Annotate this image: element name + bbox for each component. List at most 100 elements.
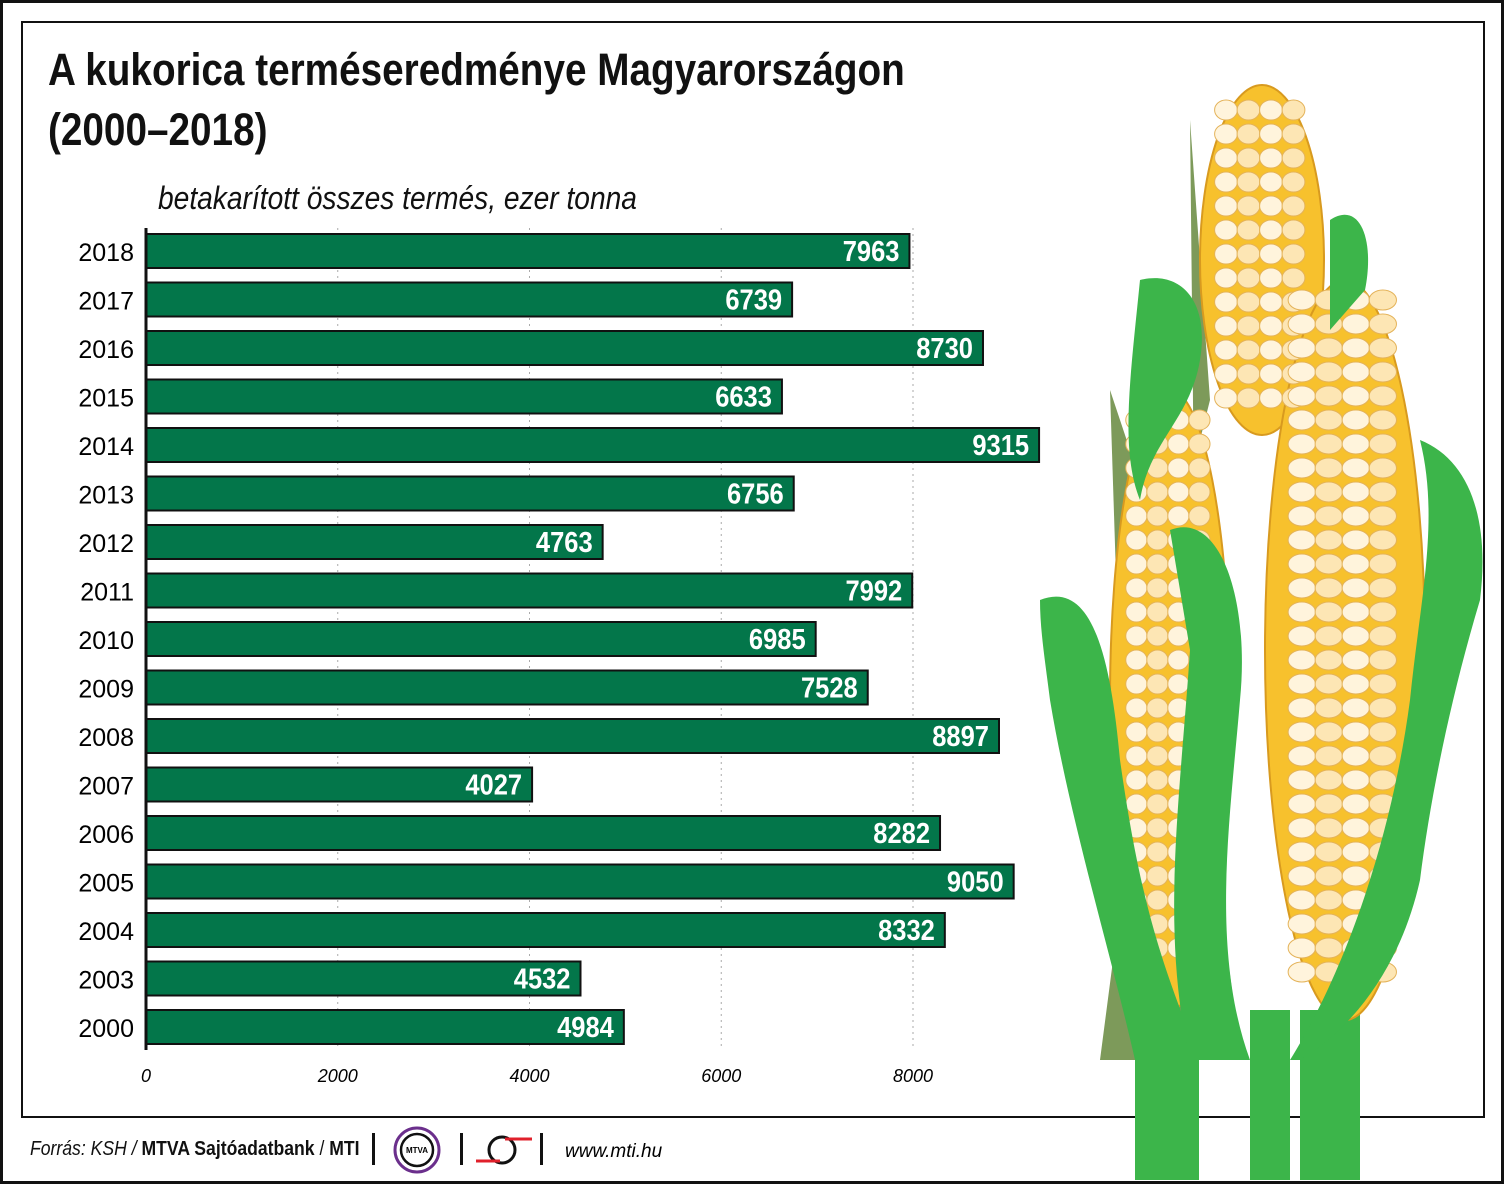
corn-kernel	[1146, 721, 1169, 743]
corn-kernel	[1287, 913, 1316, 935]
corn-kernel	[1287, 313, 1316, 335]
bar-2013	[145, 475, 795, 512]
corn-kernel	[1368, 697, 1397, 719]
bar-value-label: 8282	[873, 816, 930, 849]
corn-kernel	[1259, 243, 1283, 265]
corn-kernel	[1287, 697, 1316, 719]
y-tick-label: 2000	[78, 1015, 134, 1043]
corn-kernel	[1314, 841, 1343, 863]
corn-kernel	[1214, 363, 1238, 385]
bar-value-label: 6985	[749, 622, 806, 655]
corn-kernel	[1287, 505, 1316, 527]
corn-kernel	[1146, 553, 1169, 575]
corn-kernel	[1341, 745, 1370, 767]
corn-kernel	[1341, 865, 1370, 887]
bar-2008	[145, 718, 1000, 754]
corn-kernel	[1287, 745, 1316, 767]
y-tick-label: 2016	[78, 336, 134, 364]
bar-2016	[145, 330, 984, 366]
y-tick-label: 2007	[78, 773, 134, 801]
corn-kernel	[1314, 745, 1343, 767]
x-tick-label: 4000	[509, 1066, 549, 1086]
corn-kernel	[1314, 673, 1343, 695]
bar-value-label: 8897	[932, 719, 989, 752]
corn-kernel	[1314, 361, 1343, 383]
corn-kernel	[1368, 721, 1397, 743]
corn-kernel	[1314, 481, 1343, 503]
corn-kernel	[1236, 387, 1261, 409]
corn-kernel	[1259, 267, 1283, 289]
chart-subtitle: betakarított összes termés, ezer tonna	[158, 180, 637, 216]
corn-kernel	[1341, 409, 1370, 431]
corn-kernel	[1368, 457, 1397, 479]
corn-kernel	[1259, 147, 1283, 169]
corn-kernel	[1314, 529, 1343, 551]
bar-2015	[145, 378, 783, 415]
corn-kernel	[1287, 481, 1316, 503]
corn-kernel	[1287, 889, 1316, 911]
bar-2017	[145, 281, 794, 318]
corn-kernel	[1314, 553, 1343, 575]
corn-kernel	[1314, 649, 1343, 671]
corn-kernel	[1287, 289, 1316, 311]
corn-kernel	[1125, 577, 1148, 599]
corn-kernel	[1188, 481, 1211, 503]
y-tick-label: 2005	[78, 870, 134, 898]
corn-kernel	[1146, 697, 1169, 719]
corn-kernel	[1287, 337, 1316, 359]
corn-kernel	[1281, 195, 1306, 217]
corn-kernel	[1125, 721, 1148, 743]
corn-kernel	[1314, 697, 1343, 719]
corn-kernel	[1214, 99, 1238, 121]
corn-kernel	[1368, 601, 1397, 623]
divider	[372, 1133, 375, 1165]
corn-kernel	[1214, 243, 1238, 265]
y-tick-label: 2015	[78, 385, 134, 413]
corn-kernel	[1259, 387, 1283, 409]
corn-kernel	[1281, 243, 1306, 265]
corn-kernel	[1188, 505, 1211, 527]
y-tick-label: 2018	[78, 239, 134, 267]
corn-kernel	[1314, 769, 1343, 791]
corn-kernel	[1259, 291, 1283, 313]
corn-kernel	[1236, 243, 1261, 265]
corn-kernel	[1314, 409, 1343, 431]
corn-kernel	[1125, 529, 1148, 551]
corn-kernel	[1341, 793, 1370, 815]
bar-2003	[145, 960, 582, 997]
bar-2004	[145, 912, 946, 948]
corn-kernel	[1368, 409, 1397, 431]
corn-kernel	[1167, 649, 1190, 671]
corn-kernel	[1341, 769, 1370, 791]
footer-logos: MTVA www.mti.hu	[372, 1126, 663, 1174]
corn-kernel	[1125, 601, 1148, 623]
corn-kernel	[1368, 577, 1397, 599]
y-tick-label: 2009	[78, 676, 134, 704]
bar-2000	[145, 1009, 625, 1045]
corn-kernel	[1341, 361, 1370, 383]
bar-value-label: 4763	[536, 525, 593, 558]
bar-value-label: 8730	[916, 331, 973, 364]
corn-kernel	[1259, 123, 1283, 145]
corn-kernel	[1341, 649, 1370, 671]
corn-kernel	[1287, 433, 1316, 455]
corn-kernel	[1287, 673, 1316, 695]
y-tick-label: 2013	[78, 482, 134, 510]
corn-kernel	[1314, 625, 1343, 647]
bar-2012	[145, 524, 604, 560]
corn-kernel	[1167, 625, 1190, 647]
corn-kernel	[1281, 267, 1306, 289]
corn-kernel	[1167, 505, 1190, 527]
source-prefix: Forrás: KSH /	[30, 1138, 142, 1160]
corn-kernel	[1236, 339, 1261, 361]
y-tick-label: 2010	[78, 627, 134, 655]
chart-frame	[21, 21, 1485, 1118]
website-link[interactable]: www.mti.hu	[565, 1141, 663, 1162]
corn-kernel	[1341, 313, 1370, 335]
corn-kernel	[1314, 793, 1343, 815]
corn-kernel	[1146, 577, 1169, 599]
corn-kernel	[1287, 601, 1316, 623]
corn-kernel	[1236, 219, 1261, 241]
corn-kernel	[1287, 721, 1316, 743]
